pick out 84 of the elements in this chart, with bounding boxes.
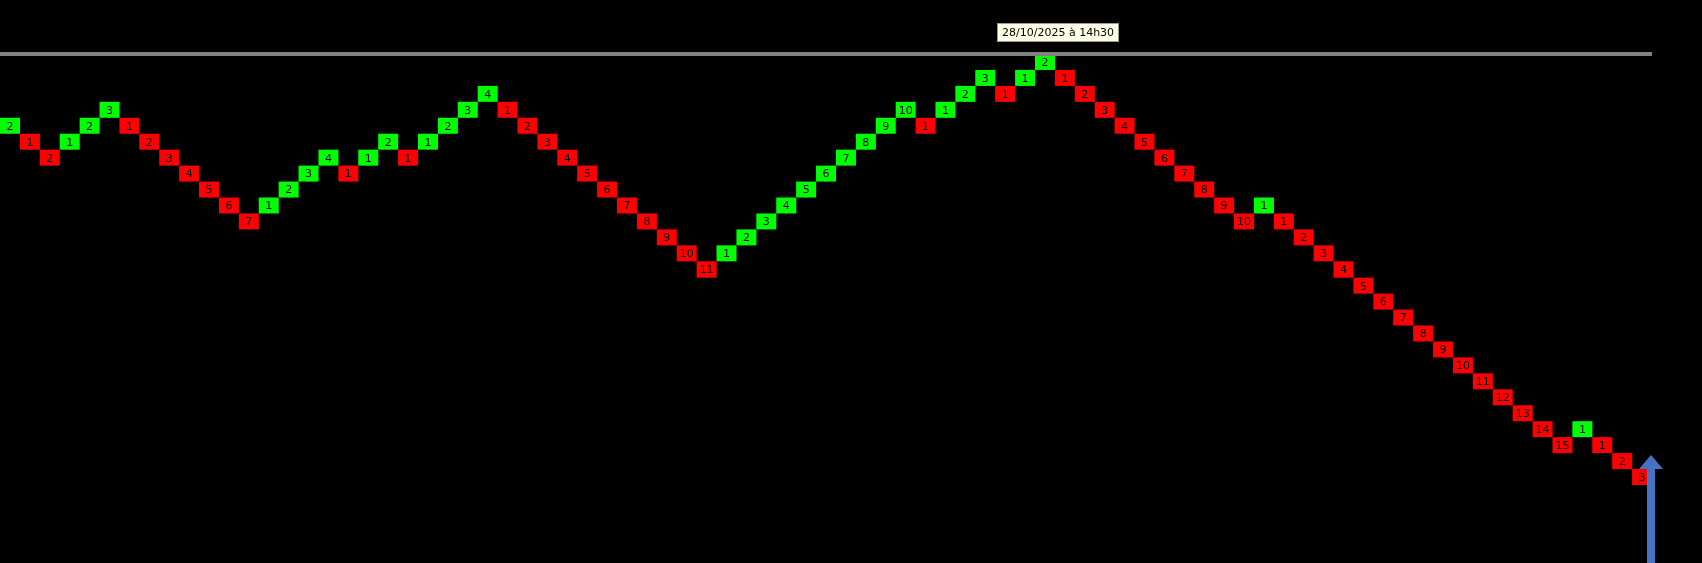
text: 2 (1041, 55, 1049, 69)
text: 7 (842, 151, 850, 165)
text: 1 (723, 247, 731, 261)
text: 10 (1237, 215, 1252, 229)
text: 5 (1141, 135, 1149, 149)
text: 10 (898, 103, 913, 117)
text: 4 (1340, 263, 1348, 277)
text: 6 (1160, 151, 1168, 165)
text: 1 (125, 119, 133, 133)
text: 6 (822, 167, 830, 181)
text: 1 (922, 119, 930, 133)
text: 1 (364, 151, 372, 165)
text: 1 (26, 135, 34, 149)
text: 8 (862, 135, 870, 149)
text: 3 (981, 71, 989, 85)
text: 1 (504, 103, 512, 117)
text: 2 (1618, 454, 1626, 468)
text: 2 (444, 119, 452, 133)
text: 1 (66, 135, 74, 149)
text: 1 (1260, 199, 1268, 213)
text: 15 (1555, 438, 1570, 452)
text: 9 (882, 119, 890, 133)
text: 1 (1280, 215, 1288, 229)
text: 13 (1515, 407, 1530, 421)
text: 1 (1061, 71, 1069, 85)
text: 9 (1220, 199, 1228, 213)
text: 5 (583, 167, 591, 181)
text: 2 (523, 119, 531, 133)
text: 5 (1359, 279, 1367, 293)
text: 11 (1475, 375, 1490, 389)
text: 2 (285, 183, 293, 197)
text: 1 (1001, 87, 1009, 101)
text: 4 (563, 151, 571, 165)
text: 3 (762, 215, 770, 229)
text: 1 (1598, 438, 1606, 452)
text: 4 (1121, 119, 1129, 133)
text: 3 (543, 135, 551, 149)
text: 3 (1320, 247, 1328, 261)
text: 2 (1081, 87, 1089, 101)
text: 8 (1419, 327, 1427, 341)
text: 1 (941, 103, 949, 117)
text: 8 (1200, 183, 1208, 197)
text: 7 (245, 215, 253, 229)
text: 10 (679, 247, 694, 261)
text: 1 (344, 167, 352, 181)
text: 2 (86, 119, 94, 133)
text: 1 (404, 151, 412, 165)
text: 1 (424, 135, 432, 149)
text: 10 (1455, 359, 1470, 373)
text: 2 (6, 119, 14, 133)
text: 28/10/2025 à 14h30 (997, 23, 1120, 42)
text: 1 (1021, 71, 1029, 85)
text: 2 (961, 87, 969, 101)
text: 4 (324, 151, 332, 165)
text: 6 (225, 199, 233, 213)
text: 6 (1379, 295, 1387, 309)
text: 2 (742, 231, 750, 245)
text: 4 (782, 199, 790, 213)
text: 7 (623, 199, 631, 213)
text: 1 (1578, 423, 1586, 437)
text: 3 (165, 151, 173, 165)
text: 12 (1495, 391, 1510, 405)
text: 9 (1439, 343, 1447, 357)
text: 2 (46, 151, 54, 165)
text: 2 (384, 135, 392, 149)
text: 3 (464, 103, 472, 117)
text: 14 (1535, 423, 1550, 437)
text: 3 (106, 103, 114, 117)
text: 3 (1638, 470, 1646, 484)
text: 6 (603, 183, 611, 197)
text: 2 (1300, 231, 1308, 245)
text: 7 (1180, 167, 1188, 181)
text: 3 (1101, 103, 1109, 117)
text: 5 (802, 183, 810, 197)
text: 11 (699, 263, 714, 277)
text: 1 (265, 199, 273, 213)
text: 8 (643, 215, 651, 229)
text: 7 (1399, 311, 1407, 325)
text: 3 (305, 167, 313, 181)
text: 5 (205, 183, 213, 197)
text: 9 (663, 231, 671, 245)
text: 4 (484, 87, 492, 101)
text: 2 (145, 135, 153, 149)
text: 4 (185, 167, 193, 181)
